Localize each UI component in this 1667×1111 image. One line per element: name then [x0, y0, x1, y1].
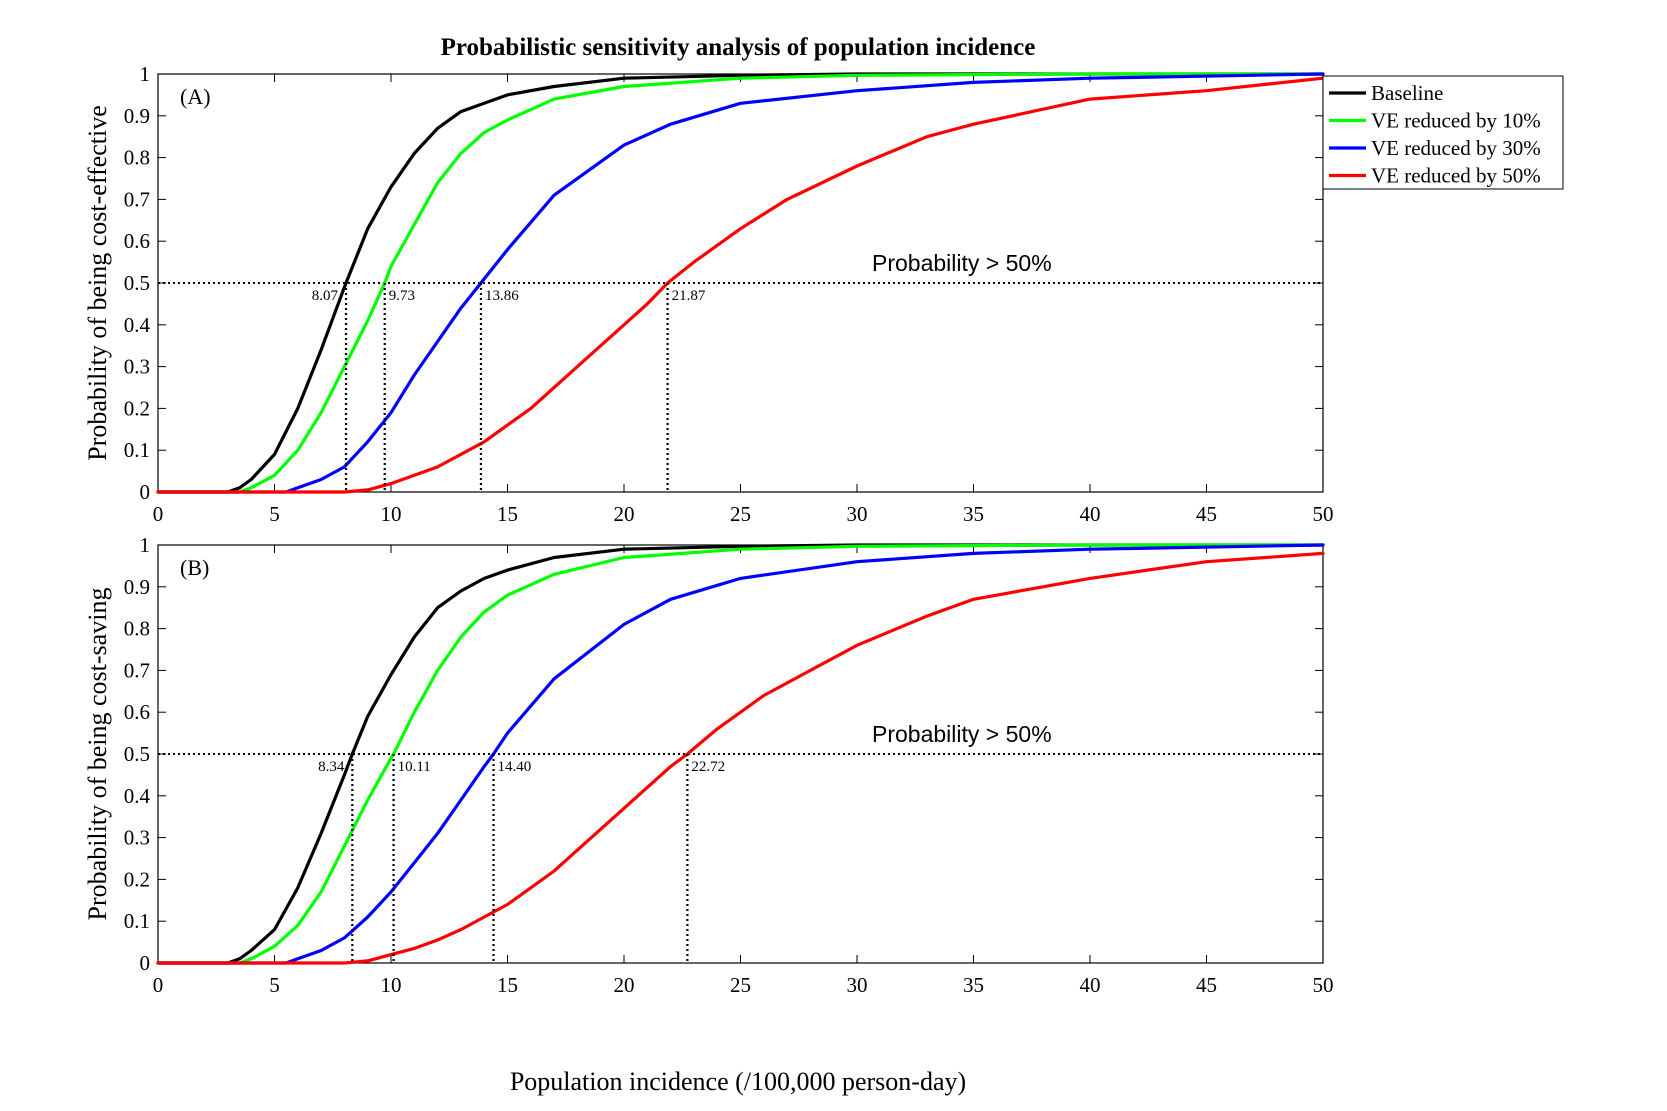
panel-b-y-tick-label: 0.3 [124, 826, 150, 850]
panel-b-x-tick-label: 35 [963, 973, 984, 997]
panel-b-y-tick-label: 0.5 [124, 742, 150, 766]
panel-a-y-tick-label: 0.2 [124, 396, 150, 420]
panel-b-label: (B) [180, 555, 209, 580]
panel-a-label: (A) [180, 84, 211, 109]
panel-a-series-ve-reduced-by-50 [156, 76, 1325, 494]
panel-b: 0 5 10 15 20 25 30 35 40 45 50 0 0.1 0.2 0.3 0.4 0.5 0.6 0… [83, 533, 1334, 997]
legend-entry-label: VE reduced by 10% [1371, 109, 1541, 133]
legend-entry-label: Baseline [1371, 81, 1443, 105]
panel-a-series-ve-reduced-by-10 [156, 72, 1325, 494]
panel-b-x-tick-label: 30 [847, 973, 868, 997]
panel-a-crossing-label: 13.86 [485, 288, 519, 304]
panel-b-y-tick-label: 1 [140, 533, 151, 557]
panel-b-x-tick-label: 20 [614, 973, 635, 997]
panel-b-y-tick-label: 0.1 [124, 909, 150, 933]
panel-b-y-tick-label: 0.9 [124, 575, 150, 599]
panel-b-series-ve-reduced-by-10 [156, 543, 1325, 965]
panel-a-threshold-label: Probability > 50% [872, 250, 1052, 276]
panel-b-x-tick-label: 45 [1196, 973, 1217, 997]
panel-a-x-tick-label: 50 [1313, 502, 1334, 526]
panel-b-x-tick-label: 50 [1313, 973, 1334, 997]
panel-a-x-tick-label: 25 [730, 502, 751, 526]
legend: Baseline VE reduced by 10% VE reduced by 3… [1322, 75, 1564, 190]
panel-a-x-tick-label: 15 [497, 502, 518, 526]
panel-a-y-tick-label: 0.4 [124, 313, 151, 337]
panel-b-series-ve-reduced-by-30 [156, 543, 1325, 965]
panel-b-crossing-label: 10.11 [398, 759, 431, 775]
panel-a-y-tick-label: 0.1 [124, 438, 150, 462]
panel-b-series-ve-reduced-by-50 [156, 551, 1325, 965]
panel-a-series-baseline [156, 72, 1325, 494]
panel-a-x-tick-label: 45 [1196, 502, 1217, 526]
panel-b-y-tick-label: 0.7 [124, 658, 150, 682]
panel-a-x-tick-label: 40 [1080, 502, 1101, 526]
panel-b-x-tick-label: 10 [381, 973, 402, 997]
panel-a-y-axis-label: Probability of being cost-effective [83, 105, 112, 460]
panel-b-y-tick-label: 0.8 [124, 617, 150, 641]
panel-b-y-tick-label: 0 [140, 951, 151, 975]
panel-a-crossing-label: 8.07 [312, 288, 339, 304]
panel-b-crossing-label: 22.72 [691, 759, 725, 775]
panel-b-x-tick-label: 40 [1080, 973, 1101, 997]
panel-a-y-tick-label: 0.8 [124, 146, 150, 170]
panel-a-series-ve-reduced-by-30 [156, 72, 1325, 494]
panel-b-y-tick-label: 0.4 [124, 784, 151, 808]
panel-b-x-tick-label: 0 [153, 973, 164, 997]
legend-entry-label: VE reduced by 50% [1371, 164, 1541, 188]
panel-a-y-tick-label: 0.6 [124, 229, 150, 253]
panel-a-y-tick-label: 0.7 [124, 187, 150, 211]
legend-box [1322, 75, 1564, 190]
panel-b-crossing-label: 14.40 [498, 759, 532, 775]
panel-a: 0 5 10 15 20 25 30 35 40 45 50 0 0.1 0.2 0.3 0.4 0.5 0.6 0… [83, 62, 1334, 526]
panel-a-x-tick-label: 35 [963, 502, 984, 526]
panel-b-y-tick-label: 0.2 [124, 867, 150, 891]
panel-b-crossing-label: 8.34 [318, 759, 345, 775]
x-axis-label: Population incidence (/100,000 person-da… [510, 1067, 966, 1096]
panel-b-y-axis-label: Probability of being cost-saving [83, 588, 112, 921]
panel-a-crossing-label: 9.73 [389, 288, 415, 304]
panel-b-x-tick-label: 25 [730, 973, 751, 997]
panel-b-y-tick-label: 0.6 [124, 700, 150, 724]
panel-a-x-tick-label: 5 [269, 502, 280, 526]
panel-a-y-tick-label: 0.9 [124, 104, 150, 128]
panel-a-x-tick-label: 30 [847, 502, 868, 526]
panel-b-x-tick-label: 5 [269, 973, 280, 997]
panel-a-y-tick-label: 1 [140, 62, 151, 86]
panel-a-y-tick-label: 0.3 [124, 355, 150, 379]
panel-a-y-tick-label: 0 [140, 480, 151, 504]
panel-a-x-tick-label: 10 [381, 502, 402, 526]
panel-b-threshold-label: Probability > 50% [872, 721, 1052, 747]
figure-title: Probabilistic sensitivity analysis of po… [441, 34, 1036, 61]
panel-b-series-baseline [156, 543, 1325, 965]
panel-b-x-tick-label: 15 [497, 973, 518, 997]
panel-a-x-tick-label: 20 [614, 502, 635, 526]
legend-entry-label: VE reduced by 30% [1371, 136, 1541, 160]
panel-a-y-tick-label: 0.5 [124, 271, 150, 295]
panel-a-x-tick-label: 0 [153, 502, 164, 526]
panel-a-crossing-label: 21.87 [672, 288, 706, 304]
